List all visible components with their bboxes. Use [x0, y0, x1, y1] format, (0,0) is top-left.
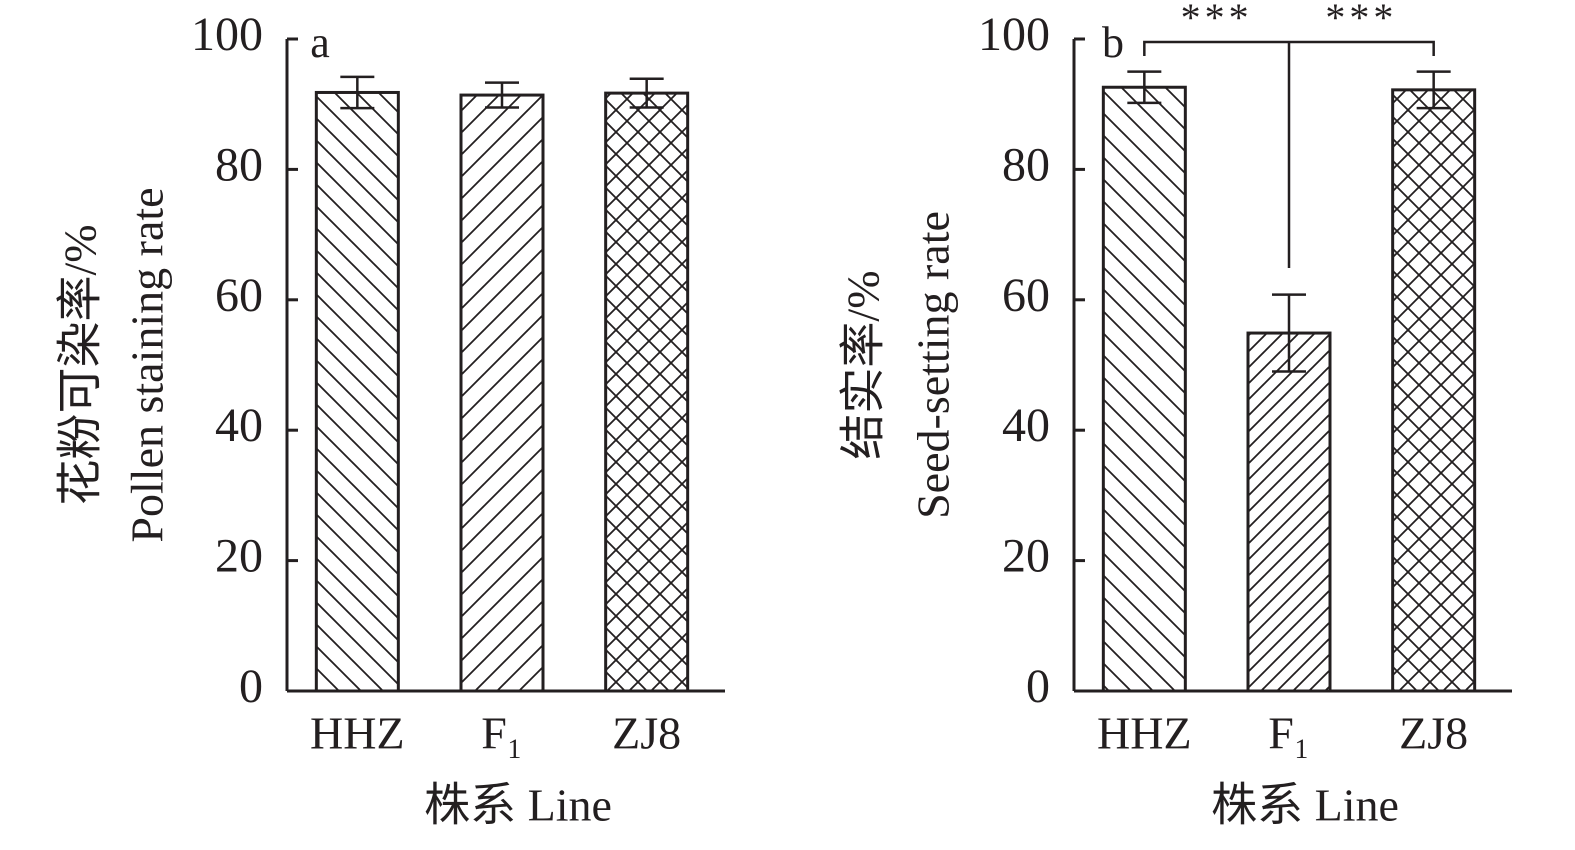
y-tick-label: 60: [215, 269, 263, 322]
y-tick-label: 0: [1026, 660, 1050, 713]
y-axis-title: 花粉可染率/%: [55, 224, 106, 505]
x-tick-label: HHZ: [1097, 708, 1192, 759]
x-tick-label: F₁: [1268, 708, 1310, 759]
bar: [1246, 331, 1332, 693]
y-tick-label: 20: [215, 530, 263, 583]
y-axis-title: 结实率/%: [838, 270, 889, 459]
panel-label: b: [1102, 18, 1124, 67]
significance-label: ***: [1325, 0, 1397, 40]
x-axis-title: 株系 Line: [424, 780, 612, 831]
y-tick-label: 20: [1002, 530, 1050, 583]
y-tick-label: 60: [1002, 269, 1050, 322]
x-axis-title: 株系 Line: [1211, 780, 1399, 831]
y-axis-title: Seed-setting rate: [908, 211, 959, 519]
y-axis-title: Pollen staining rate: [122, 187, 173, 542]
y-tick-label: 40: [215, 399, 263, 452]
y-tick-label: 100: [191, 8, 263, 61]
bar: [314, 90, 400, 693]
bar: [604, 91, 690, 693]
y-tick-label: 40: [1002, 399, 1050, 452]
x-tick-label: ZJ8: [1399, 708, 1468, 759]
y-tick-label: 0: [239, 660, 263, 713]
y-tick-label: 80: [1002, 138, 1050, 191]
panel-label: a: [310, 18, 330, 67]
y-tick-label: 80: [215, 138, 263, 191]
x-tick-label: ZJ8: [612, 708, 681, 759]
x-tick-label: HHZ: [310, 708, 405, 759]
y-tick-label: 100: [978, 8, 1050, 61]
bar: [459, 93, 545, 693]
bar: [1391, 88, 1477, 693]
significance-label: ***: [1181, 0, 1253, 40]
x-tick-label: F₁: [481, 708, 523, 759]
bar: [1101, 85, 1187, 693]
